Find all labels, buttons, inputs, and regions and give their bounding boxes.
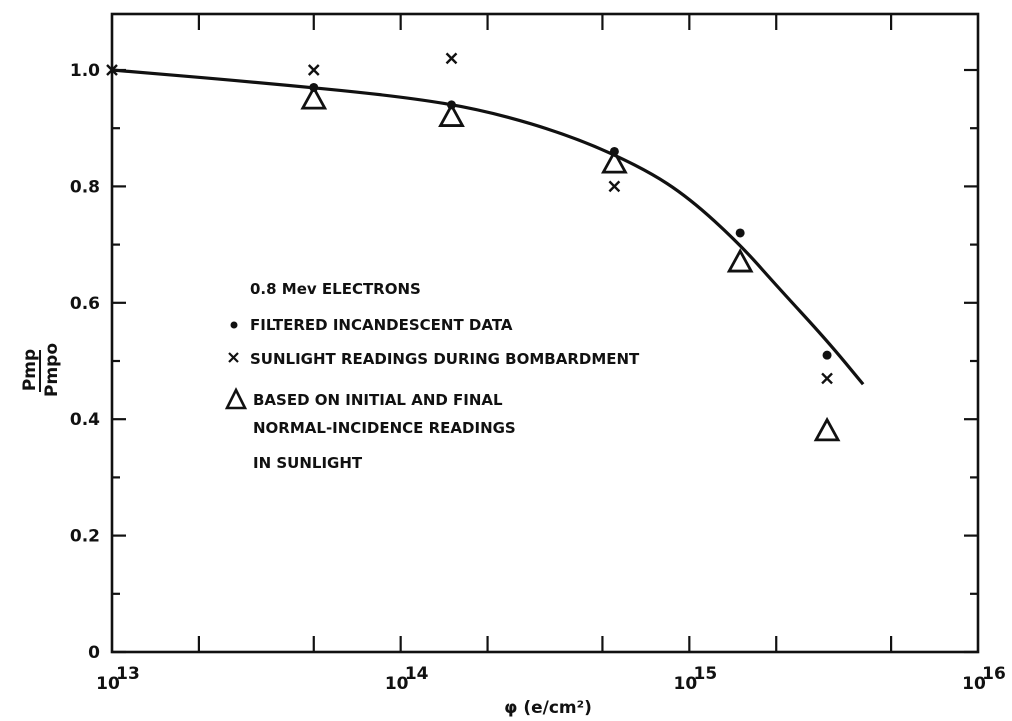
triangle-point [300,85,328,110]
x-tick-label-exponent: 14 [405,664,429,684]
x-point [307,64,320,76]
triangle-point [601,149,628,174]
plot-frame [110,12,980,654]
triangle-point [813,416,841,442]
dot-point [735,228,745,238]
legend-label-triangle: BASED ON INITIAL AND FINAL [253,391,503,409]
legend-title: 0.8 Mev ELECTRONS [250,280,421,298]
legend-dot-marker [230,321,238,329]
x-tick-label-exponent: 15 [693,664,717,684]
legend-x-marker [228,352,239,363]
legend-triangle-marker [224,387,248,410]
legend-label-x: SUNLIGHT READINGS DURING BOMBARDMENT [250,350,640,368]
y-tick-label: 0.4 [70,410,100,430]
x-tick-label: 10 [385,674,409,694]
y-tick-label: 1.0 [70,61,100,81]
x-tick-label-exponent: 16 [982,664,1006,684]
legend-label-dot: FILTERED INCANDESCENT DATA [250,316,513,334]
dot-point [822,350,832,360]
x-axis-label: φ (e/cm²) [504,698,592,718]
axis-ticks [112,14,978,654]
triangle-point [438,102,465,127]
data-series [106,52,865,442]
y-axis-label: Pmp Pmpo [20,343,62,397]
x-tick-label-exponent: 13 [116,664,140,684]
x-point [608,180,621,193]
triangle-point [726,248,754,273]
y-axis-label-numerator: Pmp [20,349,40,391]
legend-label-triangle-line2: NORMAL-INCIDENCE READINGS [253,419,516,437]
y-tick-label: 0.8 [70,177,100,197]
legend: 0.8 Mev ELECTRONS FILTERED INCANDESCENT … [224,280,640,472]
x-point [445,52,458,65]
y-tick-label: 0 [88,643,100,663]
plot-border [110,12,980,654]
y-tick-label: 0.2 [70,527,100,547]
x-tick-label: 10 [673,674,697,694]
x-tick-label: 10 [96,674,120,694]
legend-label-triangle-line3: IN SUNLIGHT [253,454,363,472]
y-axis-label-denominator: Pmpo [42,343,62,397]
x-point [821,372,833,385]
x-tick-label: 10 [962,674,986,694]
y-tick-label: 0.6 [70,294,100,314]
fit-curve [111,68,865,386]
